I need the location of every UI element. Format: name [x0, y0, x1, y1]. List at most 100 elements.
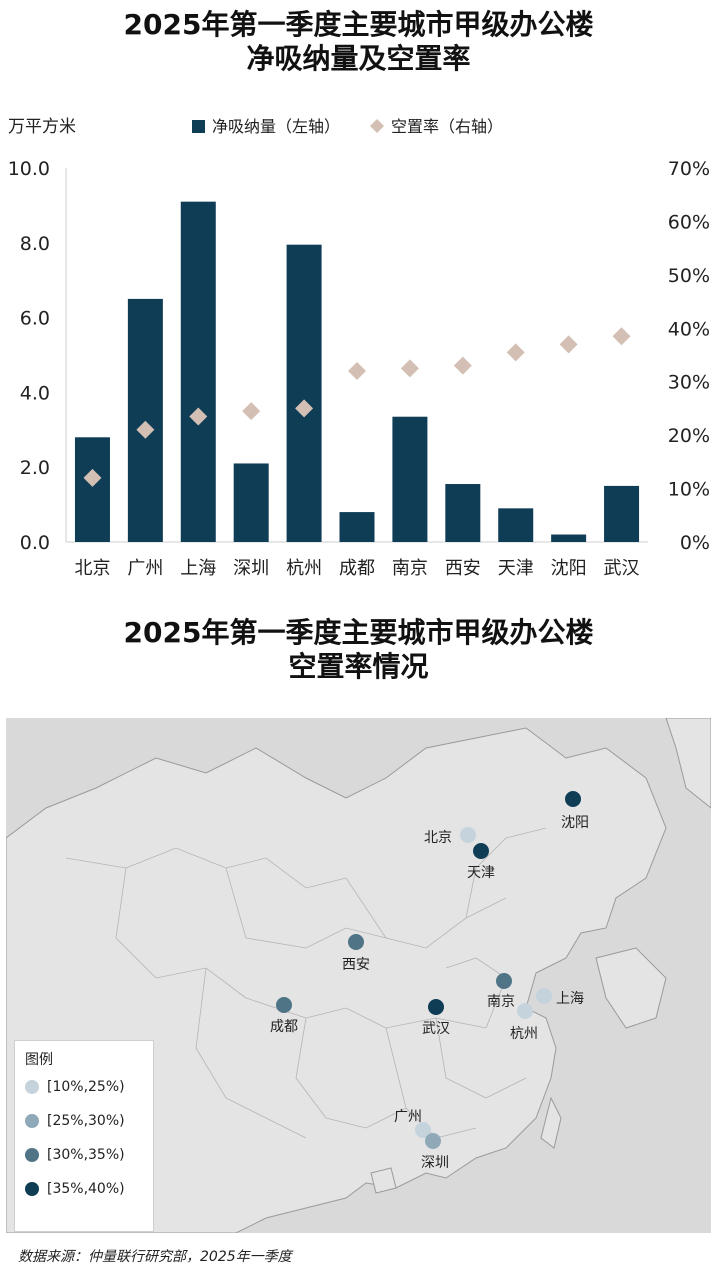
vacancy-marker — [559, 335, 578, 354]
bar — [286, 244, 322, 543]
x-tick-label: 深圳 — [233, 558, 269, 579]
map-title-line: 2025年第一季度主要城市甲级办公楼 — [123, 616, 594, 649]
city-label: 上海 — [556, 991, 584, 1007]
y-tick-right: 20% — [668, 425, 710, 447]
bar — [498, 508, 534, 542]
x-tick-label: 广州 — [127, 558, 163, 579]
x-tick-label: 南京 — [392, 558, 428, 579]
city-marker — [473, 843, 489, 859]
city-label: 北京 — [424, 830, 452, 846]
vacancy-marker — [612, 327, 631, 346]
legend-swatch — [25, 1148, 39, 1162]
city-marker — [517, 1003, 533, 1019]
legend-title: 图例 — [25, 1052, 53, 1068]
bar — [339, 512, 375, 542]
legend-item: [30%,35%) — [25, 1147, 125, 1169]
city-marker — [428, 999, 444, 1015]
map-title-line: 空置率情况 — [288, 650, 429, 683]
y-tick-right: 40% — [668, 318, 710, 340]
city-label: 杭州 — [510, 1026, 538, 1042]
city-label: 西安 — [342, 957, 370, 973]
y-tick-right: 50% — [668, 265, 710, 287]
legend-bar-swatch — [192, 120, 205, 133]
bar — [180, 201, 216, 542]
vacancy-marker — [453, 356, 472, 375]
vacancy-marker — [506, 343, 525, 362]
y-tick-right: 60% — [668, 211, 710, 233]
legend-label: [35%,40%) — [47, 1181, 125, 1197]
city-marker — [425, 1133, 441, 1149]
y-tick-right: 30% — [668, 372, 710, 394]
bar — [551, 534, 587, 542]
y-tick-right: 10% — [668, 479, 710, 501]
y-tick-right: 0% — [680, 532, 710, 554]
y-tick-left: 6.0 — [20, 308, 50, 330]
bar — [74, 437, 110, 542]
legend-swatch — [25, 1114, 39, 1128]
city-marker — [348, 934, 364, 950]
city-marker — [276, 997, 292, 1013]
source-note: 数据来源：仲量联行研究部，2025年一季度 — [18, 1249, 292, 1265]
y-tick-left: 0.0 — [20, 532, 50, 554]
legend-diamond-label: 空置率（右轴） — [391, 117, 503, 136]
y-tick-left: 4.0 — [20, 382, 50, 404]
legend-item: [35%,40%) — [25, 1181, 125, 1203]
x-tick-label: 武汉 — [604, 558, 640, 579]
city-marker — [565, 791, 581, 807]
vacancy-marker — [136, 420, 155, 439]
city-label: 成都 — [270, 1019, 298, 1035]
bar — [445, 484, 481, 542]
legend-item: [25%,30%) — [25, 1113, 125, 1135]
map-legend: 图例 [10%,25%) [25%,30%) [30%,35%) [35%,40… — [14, 1040, 154, 1232]
x-tick-label: 上海 — [180, 558, 216, 579]
map-land — [6, 718, 711, 1233]
city-label: 武汉 — [422, 1021, 450, 1037]
map-title: 2025年第一季度主要城市甲级办公楼 空置率情况 — [0, 616, 717, 684]
city-label: 深圳 — [421, 1155, 449, 1171]
y-tick-left: 10.0 — [8, 158, 50, 180]
y-axis-left-label: 万平方米 — [8, 117, 76, 137]
y-tick-right: 70% — [668, 158, 710, 180]
province-borders — [65, 827, 547, 1139]
legend-item: [10%,25%) — [25, 1079, 125, 1101]
legend-label: [30%,35%) — [47, 1147, 125, 1163]
legend-label: [25%,30%) — [47, 1113, 125, 1129]
bar — [392, 416, 428, 542]
x-tick-label: 成都 — [339, 558, 375, 579]
legend-diamond-swatch — [370, 119, 384, 133]
chart-title-line: 2025年第一季度主要城市甲级办公楼 — [123, 8, 594, 41]
x-tick-label: 西安 — [445, 558, 481, 579]
legend-bar-label: 净吸纳量（左轴） — [212, 117, 340, 136]
city-marker — [496, 973, 512, 989]
city-marker — [536, 988, 552, 1004]
bar — [604, 485, 640, 542]
y-tick-left: 2.0 — [20, 457, 50, 479]
x-tick-label: 杭州 — [286, 558, 322, 579]
city-label: 沈阳 — [561, 815, 589, 831]
vacancy-map: 北京天津 沈阳西安南京 上海杭州 成都 武汉广州深圳 — [6, 718, 711, 1233]
x-tick-label: 天津 — [498, 558, 534, 579]
x-tick-label: 北京 — [74, 558, 110, 579]
chart-title-line: 净吸纳量及空置率 — [246, 42, 471, 75]
city-marker — [415, 1122, 431, 1138]
vacancy-marker — [348, 362, 366, 381]
city-label: 南京 — [487, 994, 515, 1010]
bar — [127, 298, 163, 542]
bar — [233, 463, 269, 542]
chart-title: 2025年第一季度主要城市甲级办公楼 净吸纳量及空置率 — [0, 8, 717, 76]
city-marker — [460, 827, 476, 843]
legend-swatch — [25, 1080, 39, 1094]
y-tick-left: 8.0 — [20, 233, 50, 255]
vacancy-marker — [83, 468, 102, 487]
legend-label: [10%,25%) — [47, 1079, 125, 1095]
vacancy-marker — [189, 407, 208, 426]
vacancy-marker — [295, 399, 314, 418]
city-label: 天津 — [467, 865, 495, 881]
vacancy-marker — [242, 402, 261, 421]
city-label: 广州 — [394, 1109, 422, 1125]
legend-swatch — [25, 1182, 39, 1196]
bar-chart: 万平方米 净吸纳量（左轴） 空置率（右轴） 0.0 2.0 4.0 6.0 8.0 10.0 0%… — [8, 117, 710, 579]
x-tick-label: 沈阳 — [551, 558, 587, 579]
